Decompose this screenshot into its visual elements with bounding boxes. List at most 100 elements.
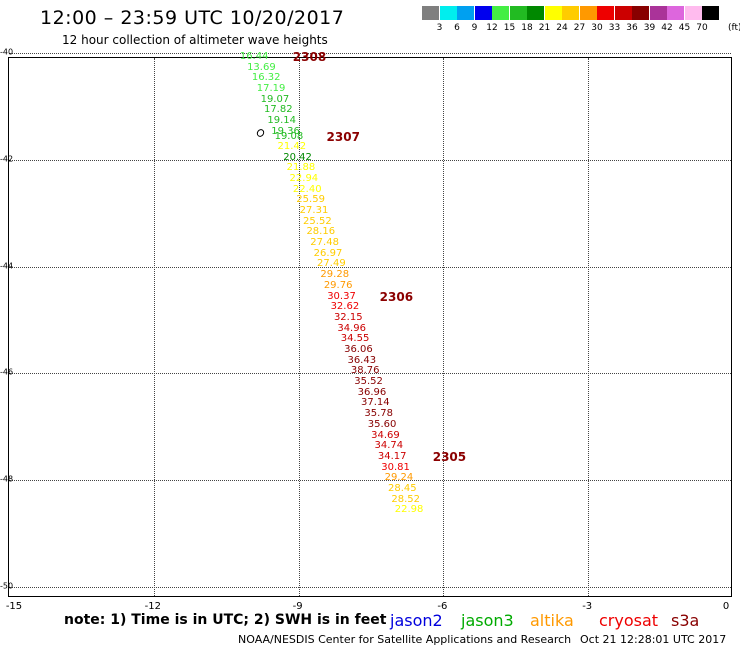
legend-swatch xyxy=(527,6,544,20)
swh-point: 19.08 xyxy=(274,131,304,143)
legend-label: 9 xyxy=(471,23,478,33)
swh-point: 26.97 xyxy=(313,247,343,259)
satellite-s3a: s3a xyxy=(671,611,700,630)
swh-point: 28.52 xyxy=(391,493,421,505)
lat-gridline xyxy=(9,159,731,161)
lat-gridline xyxy=(9,480,731,482)
plot-area xyxy=(8,52,732,597)
swh-point: 37.14 xyxy=(360,397,390,409)
swh-point: 27.31 xyxy=(299,204,329,216)
legend-swatch xyxy=(597,6,614,20)
legend-swatch xyxy=(614,6,632,20)
legend-label: 24 xyxy=(556,23,568,33)
swh-point: 36.06 xyxy=(344,343,373,355)
swh-point: 32.62 xyxy=(330,301,360,313)
swh-point: 22.40 xyxy=(292,183,322,195)
legend-label: 45 xyxy=(678,23,691,33)
x-tick-label: -3 xyxy=(582,601,593,612)
swh-point: 16.32 xyxy=(251,72,281,84)
swh-point: 29.28 xyxy=(320,269,350,281)
swh-point: 22.98 xyxy=(394,504,424,516)
swh-point: 28.16 xyxy=(306,226,336,238)
legend-label: 27 xyxy=(573,23,586,33)
lon-gridline xyxy=(298,58,300,596)
time-label: 2306 xyxy=(379,289,414,304)
legend-label: 3 xyxy=(436,23,443,33)
y-tick-label: -50 xyxy=(0,581,14,591)
swh-point: 36.43 xyxy=(347,354,377,366)
legend-label: 70 xyxy=(696,23,708,33)
satellite-jason2: jason2 xyxy=(390,611,443,630)
map-subtitle: 12 hour collection of altimeter wave hei… xyxy=(62,33,328,47)
legend-label: 21 xyxy=(538,23,551,33)
swh-point: 34.69 xyxy=(371,429,400,441)
timestamp-text: Oct 21 12:28:01 UTC 2017 xyxy=(580,633,727,646)
swh-point: 20.42 xyxy=(283,151,312,163)
legend-swatch xyxy=(492,6,509,20)
island-outline xyxy=(255,127,266,139)
swh-point: 25.52 xyxy=(303,215,332,227)
lat-gridline xyxy=(9,587,731,589)
satellite-jason3: jason3 xyxy=(461,611,514,630)
swh-point: 17.82 xyxy=(263,104,293,116)
x-tick-label: -12 xyxy=(144,601,161,612)
time-label: 2308 xyxy=(292,50,327,64)
legend-swatch xyxy=(439,6,457,20)
legend-swatch xyxy=(702,6,719,20)
time-label: 2305 xyxy=(432,449,467,464)
swh-point: 34.74 xyxy=(374,440,404,452)
swh-point: 16.44 xyxy=(239,51,269,62)
swh-point: 30.81 xyxy=(381,461,410,473)
swh-point: 19.07 xyxy=(260,93,290,105)
lat-gridline xyxy=(9,373,731,375)
lat-gridline xyxy=(9,52,731,54)
legend-label: 36 xyxy=(626,23,638,33)
swh-point: 30.37 xyxy=(327,290,356,302)
x-tick-label: -15 xyxy=(5,601,23,612)
time-label: 2307 xyxy=(326,130,360,145)
legend-label: 18 xyxy=(521,23,533,33)
swh-point: 22.94 xyxy=(289,172,319,184)
swh-point: 19.14 xyxy=(267,115,296,127)
credit-text: NOAA/NESDIS Center for Satellite Applica… xyxy=(238,633,572,646)
lon-gridline xyxy=(153,58,155,596)
legend-swatch xyxy=(562,6,579,20)
legend-label: 12 xyxy=(486,23,498,33)
legend-label: 39 xyxy=(643,23,656,33)
legend-label: 33 xyxy=(608,23,621,33)
swh-point: 17.19 xyxy=(256,83,286,95)
swh-point: 34.96 xyxy=(337,322,366,334)
x-tick-label: 0 xyxy=(722,601,730,612)
lon-gridline xyxy=(588,58,590,596)
y-tick-label: -44 xyxy=(0,261,14,270)
satellite-altika: altika xyxy=(530,611,574,630)
legend-swatch xyxy=(649,6,667,20)
swh-point: 13.69 xyxy=(247,61,276,73)
swh-point: 27.49 xyxy=(317,258,346,270)
swh-point: 29.24 xyxy=(384,472,414,484)
legend-swatch xyxy=(667,6,684,20)
swh-point: 25.59 xyxy=(296,194,325,206)
swh-point: 35.78 xyxy=(364,408,394,420)
legend-swatch xyxy=(474,6,492,20)
swh-point: 35.52 xyxy=(354,376,383,388)
y-tick-label: -42 xyxy=(0,154,14,164)
lat-gridline xyxy=(9,266,731,268)
footer-note: note: 1) Time is in UTC; 2) SWH is in fe… xyxy=(64,612,387,628)
swh-point: 19.36 xyxy=(271,125,300,137)
legend-unit: (ft) xyxy=(728,23,740,33)
swh-point: 38.76 xyxy=(350,365,380,377)
x-tick-label: -9 xyxy=(292,601,303,612)
legend-label: 30 xyxy=(591,23,603,33)
swh-point: 27.48 xyxy=(310,237,339,249)
swh-point: 21.88 xyxy=(286,162,316,174)
satellite-cryosat: cryosat xyxy=(599,611,659,630)
swh-point: 36.96 xyxy=(357,386,387,398)
y-tick-label: -40 xyxy=(0,47,14,57)
legend-swatch xyxy=(579,6,597,20)
legend-swatch xyxy=(422,6,439,20)
y-tick-label: -48 xyxy=(0,474,14,484)
legend-swatch xyxy=(457,6,474,20)
swh-point: 35.60 xyxy=(367,418,397,430)
